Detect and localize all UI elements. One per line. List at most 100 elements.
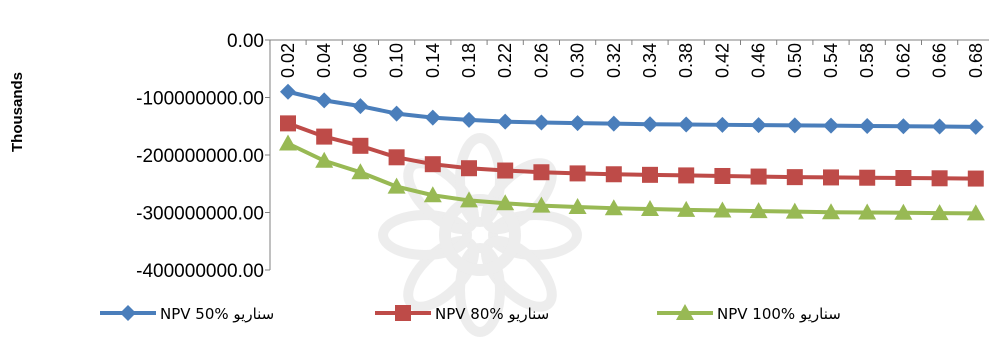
data-point <box>316 128 333 145</box>
data-point <box>714 116 731 133</box>
legend-marker <box>395 305 411 321</box>
data-point <box>642 116 658 133</box>
data-point <box>316 92 333 109</box>
data-point <box>858 203 877 220</box>
data-point <box>352 137 369 154</box>
series-3 <box>279 134 985 221</box>
y-tick-label: -100000000.00 <box>136 89 264 110</box>
x-category-label: 0.10 <box>387 43 407 78</box>
legend-label: NPV 50% سناریو <box>160 305 274 323</box>
legend-marker <box>676 304 694 320</box>
legend: NPV 50% سناریو NPV 80% سناریو NPV 100% سنا… <box>100 304 841 323</box>
legend-item-1: NPV 50% سناریو <box>100 305 274 323</box>
data-point <box>460 191 478 208</box>
x-category-label: 0.46 <box>749 43 769 78</box>
data-point <box>750 117 767 134</box>
data-point <box>677 200 696 217</box>
data-point <box>315 151 334 168</box>
data-point <box>496 194 515 211</box>
x-axis-categories: 0.02 0.04 0.06 0.10 0.14 0.18 0.22 0.26 0.30 0.32… <box>269 40 986 78</box>
data-point <box>604 199 623 216</box>
data-point <box>786 117 803 134</box>
data-point <box>424 156 441 173</box>
data-point <box>895 170 912 186</box>
data-point <box>894 203 913 220</box>
data-point <box>931 170 948 187</box>
x-category-label: 0.34 <box>640 43 660 78</box>
series-2 <box>280 115 984 187</box>
data-point <box>967 118 984 135</box>
data-point <box>642 166 658 183</box>
data-point <box>497 113 514 130</box>
x-category-label: 0.42 <box>712 43 732 78</box>
data-point <box>568 198 587 215</box>
x-category-label: 0.66 <box>930 43 950 78</box>
data-point <box>786 169 803 186</box>
y-axis-ticks: 0.00 -100000000.00 -200000000.00 -300000000… <box>136 31 270 282</box>
watermark-petal <box>403 158 480 235</box>
y-tick-label: 0.00 <box>227 31 264 52</box>
data-point <box>895 118 912 135</box>
legend-item-2: NPV 80% سناریو <box>375 305 549 323</box>
watermark-petal <box>403 235 480 312</box>
x-category-label: 0.30 <box>568 43 588 78</box>
data-point <box>823 117 839 134</box>
x-category-label: 0.26 <box>531 43 551 78</box>
data-point <box>533 114 550 131</box>
watermark-petal <box>455 243 505 337</box>
x-category-label: 0.04 <box>314 43 334 78</box>
data-point <box>424 109 441 126</box>
x-category-label: 0.14 <box>423 43 443 78</box>
data-point <box>605 115 622 132</box>
data-point <box>823 169 839 186</box>
x-category-label: 0.22 <box>495 43 515 78</box>
data-point <box>749 202 768 219</box>
data-point <box>461 111 477 128</box>
watermark-petal <box>378 210 472 260</box>
y-tick-label: -400000000.00 <box>136 261 264 282</box>
data-point <box>352 98 369 115</box>
data-point <box>533 164 550 181</box>
data-point <box>822 203 840 220</box>
data-point <box>931 118 948 135</box>
series-1 <box>280 83 984 135</box>
data-point <box>569 165 586 182</box>
watermark-petal <box>488 210 582 260</box>
data-point <box>423 186 442 203</box>
series-line <box>287 141 976 216</box>
data-point <box>387 177 406 194</box>
x-category-label: 0.06 <box>350 43 370 78</box>
x-category-label: 0.38 <box>676 43 696 78</box>
data-point <box>930 204 949 221</box>
data-point <box>532 196 551 213</box>
x-category-label: 0.54 <box>821 43 841 78</box>
data-point <box>641 200 659 217</box>
watermark-petal <box>480 235 557 312</box>
data-point <box>280 83 296 100</box>
data-point <box>605 166 622 183</box>
data-point <box>714 167 731 184</box>
watermark-petal <box>455 133 505 227</box>
x-category-label: 0.02 <box>278 43 298 78</box>
data-point <box>859 117 876 134</box>
data-point <box>678 116 695 133</box>
series-layer <box>279 83 985 221</box>
data-point <box>569 115 586 132</box>
data-point <box>966 204 985 221</box>
legend-item-3: NPV 100% سناریو <box>657 304 841 323</box>
y-tick-label: -300000000.00 <box>136 204 264 225</box>
data-point <box>713 201 732 218</box>
data-point <box>678 167 695 184</box>
legend-label: NPV 80% سناریو <box>435 305 549 323</box>
data-point <box>279 134 297 151</box>
data-point <box>351 163 370 180</box>
data-point <box>785 202 804 219</box>
x-category-label: 0.32 <box>604 43 624 78</box>
x-category-label: 0.50 <box>785 43 805 78</box>
data-point <box>388 149 405 166</box>
legend-label: NPV 100% سناریو <box>717 305 841 323</box>
x-category-label: 0.18 <box>459 43 479 78</box>
data-point <box>967 170 984 187</box>
data-point <box>388 105 405 122</box>
